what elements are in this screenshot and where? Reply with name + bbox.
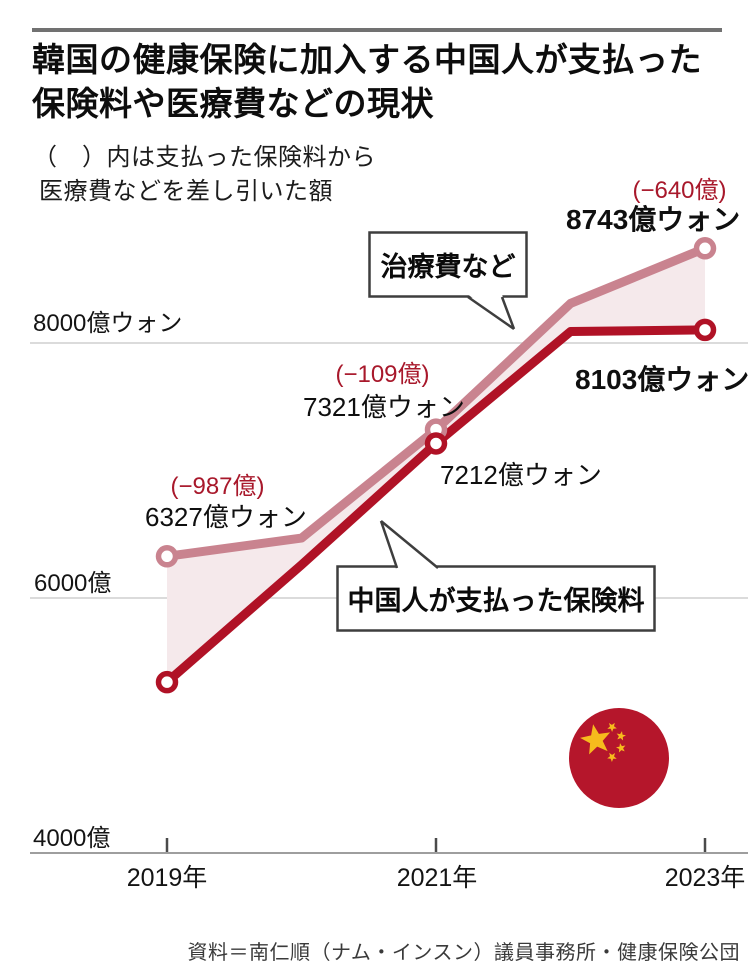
value-label-2023-premium: 8103億ウォン (575, 364, 750, 395)
china-flag-circle (569, 708, 669, 808)
source-credit: 資料＝南仁順（ナム・インスン）議員事務所・健康保険公団 (187, 942, 740, 964)
premium-callout-label: 中国人が支払った保険料 (347, 585, 645, 616)
value-label-2021-premium: 7212億ウォン (440, 460, 602, 490)
x-axis-label-2021: 2021年 (396, 864, 478, 892)
data-point-marker-中国人が支払った保険料-2021 (424, 432, 448, 455)
top-rule (32, 28, 722, 32)
data-point-marker-中国人が支払った保険料-2019 (155, 670, 179, 694)
china-flag-star-small-3 (616, 743, 626, 753)
data-point-markers (155, 237, 717, 694)
value-label-2023-treatment: 8743億ウォン (566, 204, 741, 235)
subtitle-line-2: 医療費などを差し引いた額 (39, 178, 333, 205)
data-point-marker-中国人が支払った保険料-2023 (693, 318, 717, 342)
data-point-marker-治療費など-2023 (693, 237, 717, 260)
page-title: 韓国の健康保険に加入する中国人が支払った 保険料や医療費などの現状 (32, 38, 732, 126)
y-axis-label-4000: 4000億 (33, 825, 111, 852)
diff-label-2021: (−109億) (335, 361, 430, 388)
gap-fill-area (167, 248, 705, 683)
data-point-marker-治療費など-2019 (155, 545, 179, 568)
title-line-1: 韓国の健康保険に加入する中国人が支払った (32, 41, 702, 78)
china-flag-star-big (580, 724, 611, 755)
treatment-callout-box (368, 231, 528, 298)
premium-callout-box (336, 565, 656, 632)
china-flag-star-small-2 (616, 731, 626, 741)
diff-label-2019: (−987億) (170, 473, 265, 500)
x-axis-label-2023: 2023年 (664, 864, 746, 892)
y-axis-label-8000: 8000億ウォン (33, 310, 183, 337)
treatment-callout-label: 治療費など (380, 251, 516, 282)
value-label-2019-treatment: 6327億ウォン (145, 502, 307, 532)
y-axis-label-6000: 6000億 (34, 570, 112, 597)
premium-callout-tail-edges (379, 520, 439, 569)
china-flag-star-small-1 (607, 722, 617, 732)
china-flag-star-small-4 (607, 752, 617, 762)
subtitle-line-1: （ ）内は支払った保険料から (33, 144, 376, 171)
callout-bubbles (336, 231, 656, 632)
china-flag-icon (569, 708, 669, 808)
value-label-2021-treatment: 7321億ウォン (303, 392, 465, 422)
treatment-callout-tail-edges (467, 295, 516, 331)
diff-label-2023: (−640億) (632, 177, 727, 204)
x-axis-label-2019: 2019年 (126, 864, 208, 892)
title-line-2: 保険料や医療費などの現状 (32, 85, 434, 122)
